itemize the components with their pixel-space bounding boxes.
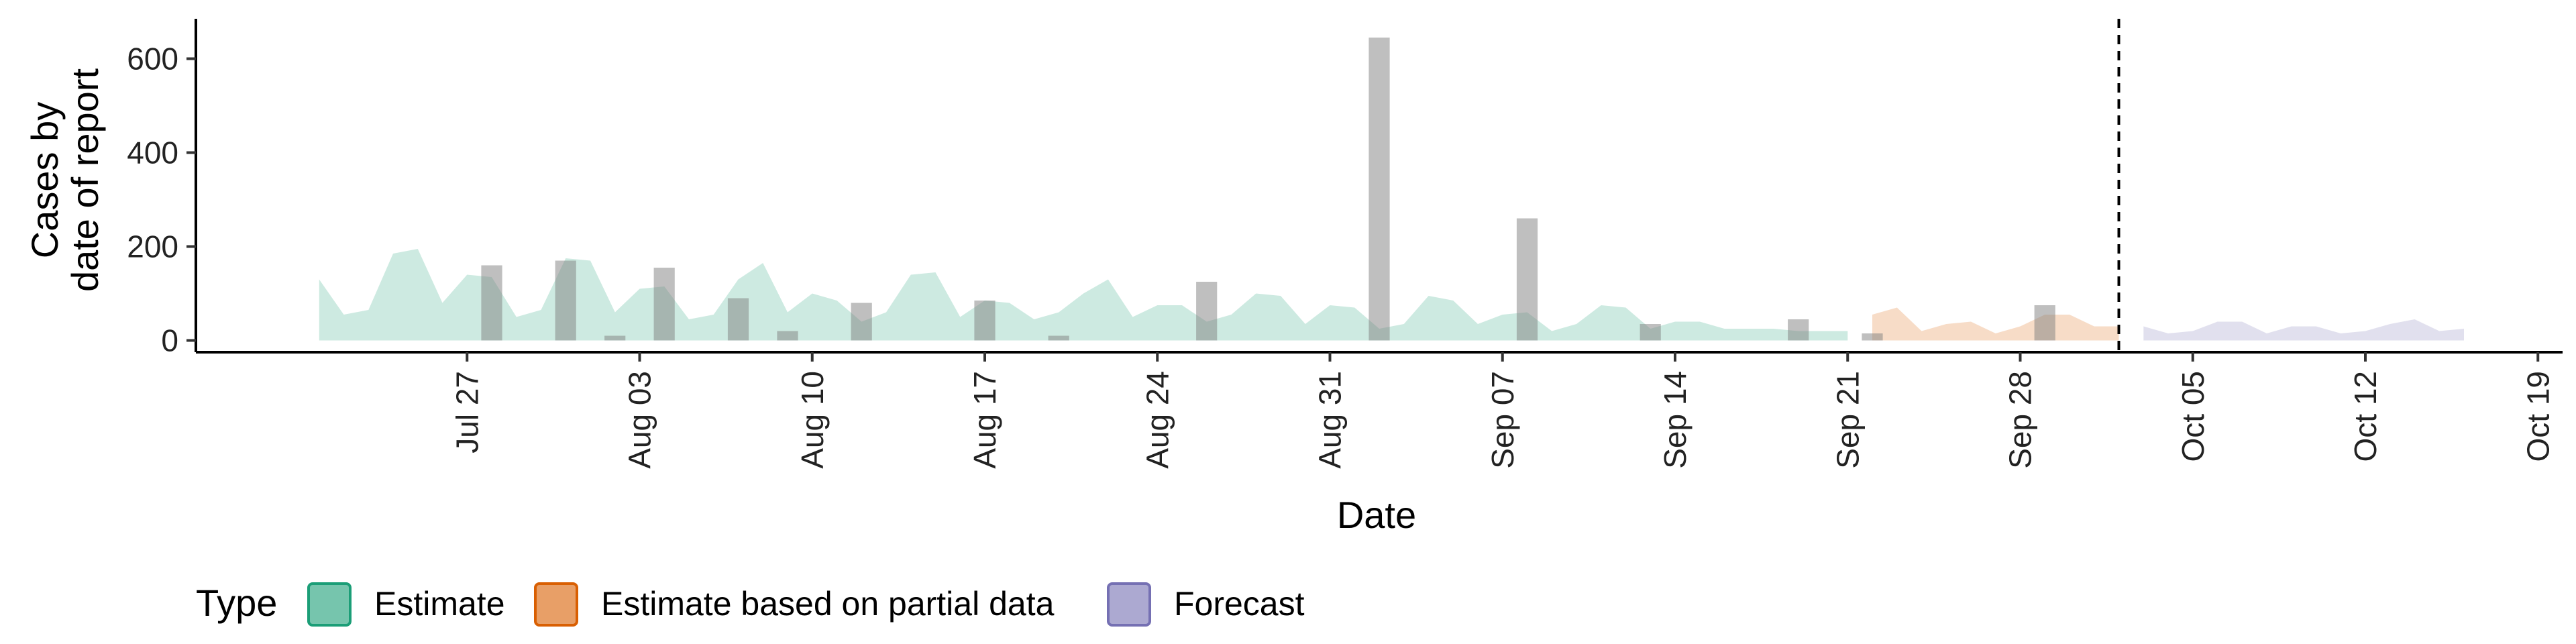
- bar: [604, 335, 626, 341]
- legend: Type Estimate Estimate based on partial da…: [196, 582, 1305, 627]
- x-tick-label: Aug 31: [1313, 371, 1348, 469]
- bar: [1368, 38, 1390, 341]
- x-tick-label: Sep 07: [1485, 371, 1520, 469]
- bar: [974, 301, 996, 341]
- x-tick-label: Aug 10: [795, 371, 830, 469]
- bar: [1862, 333, 1883, 341]
- bar: [777, 331, 798, 341]
- legend-title: Type: [196, 582, 277, 624]
- area-series-2: [2143, 319, 2464, 341]
- x-tick-label: Aug 03: [623, 371, 657, 469]
- bar: [727, 298, 749, 341]
- x-tick-label: Oct 19: [2520, 371, 2555, 462]
- bar: [653, 268, 675, 341]
- x-axis-title: Date: [1337, 494, 1416, 536]
- bar: [1048, 335, 1069, 341]
- x-tick-label: Oct 12: [2348, 371, 2383, 462]
- area-series-1: [1872, 307, 2119, 341]
- bar: [1640, 324, 1661, 341]
- bar: [555, 260, 576, 341]
- bar: [1516, 218, 1538, 341]
- legend-label: Estimate based on partial data: [601, 585, 1055, 623]
- legend-key-0: [307, 582, 352, 627]
- x-tick-label: Aug 24: [1140, 371, 1175, 469]
- bar-series-group: [481, 38, 2055, 341]
- x-tick-label: Sep 28: [2003, 371, 2038, 469]
- bar: [2034, 305, 2055, 341]
- legend-label: Forecast: [1174, 585, 1305, 623]
- bar: [481, 265, 502, 341]
- y-tick-label: 200: [127, 229, 178, 264]
- x-tick-label: Sep 14: [1658, 371, 1693, 469]
- x-tick-label: Sep 21: [1830, 371, 1865, 469]
- legend-key-1: [534, 582, 578, 627]
- y-tick-label: 0: [161, 323, 178, 358]
- area-series-0: [319, 249, 1848, 341]
- y-tick-label: 600: [127, 42, 178, 76]
- y-axis-title-line: Cases by: [23, 102, 66, 258]
- bar: [1196, 282, 1218, 341]
- y-axis-title: Cases bydate of report: [23, 68, 106, 292]
- x-tick-label: Aug 17: [967, 371, 1002, 469]
- y-axis: 0 200 400 600: [127, 19, 197, 358]
- x-tick-label: Oct 05: [2176, 371, 2210, 462]
- bar: [1788, 319, 1809, 341]
- bar: [851, 303, 872, 341]
- legend-key-2: [1107, 582, 1151, 627]
- y-axis-title-line: date of report: [64, 68, 106, 292]
- legend-label: Estimate: [374, 585, 505, 623]
- y-tick-label: 400: [127, 136, 178, 170]
- x-tick-label: Jul 27: [449, 371, 484, 453]
- x-axis: Jul 27 Aug 03 Aug 10 Aug 17 Aug 24 Aug 31 Sep …: [196, 351, 2563, 469]
- area-series-group: [319, 249, 2464, 341]
